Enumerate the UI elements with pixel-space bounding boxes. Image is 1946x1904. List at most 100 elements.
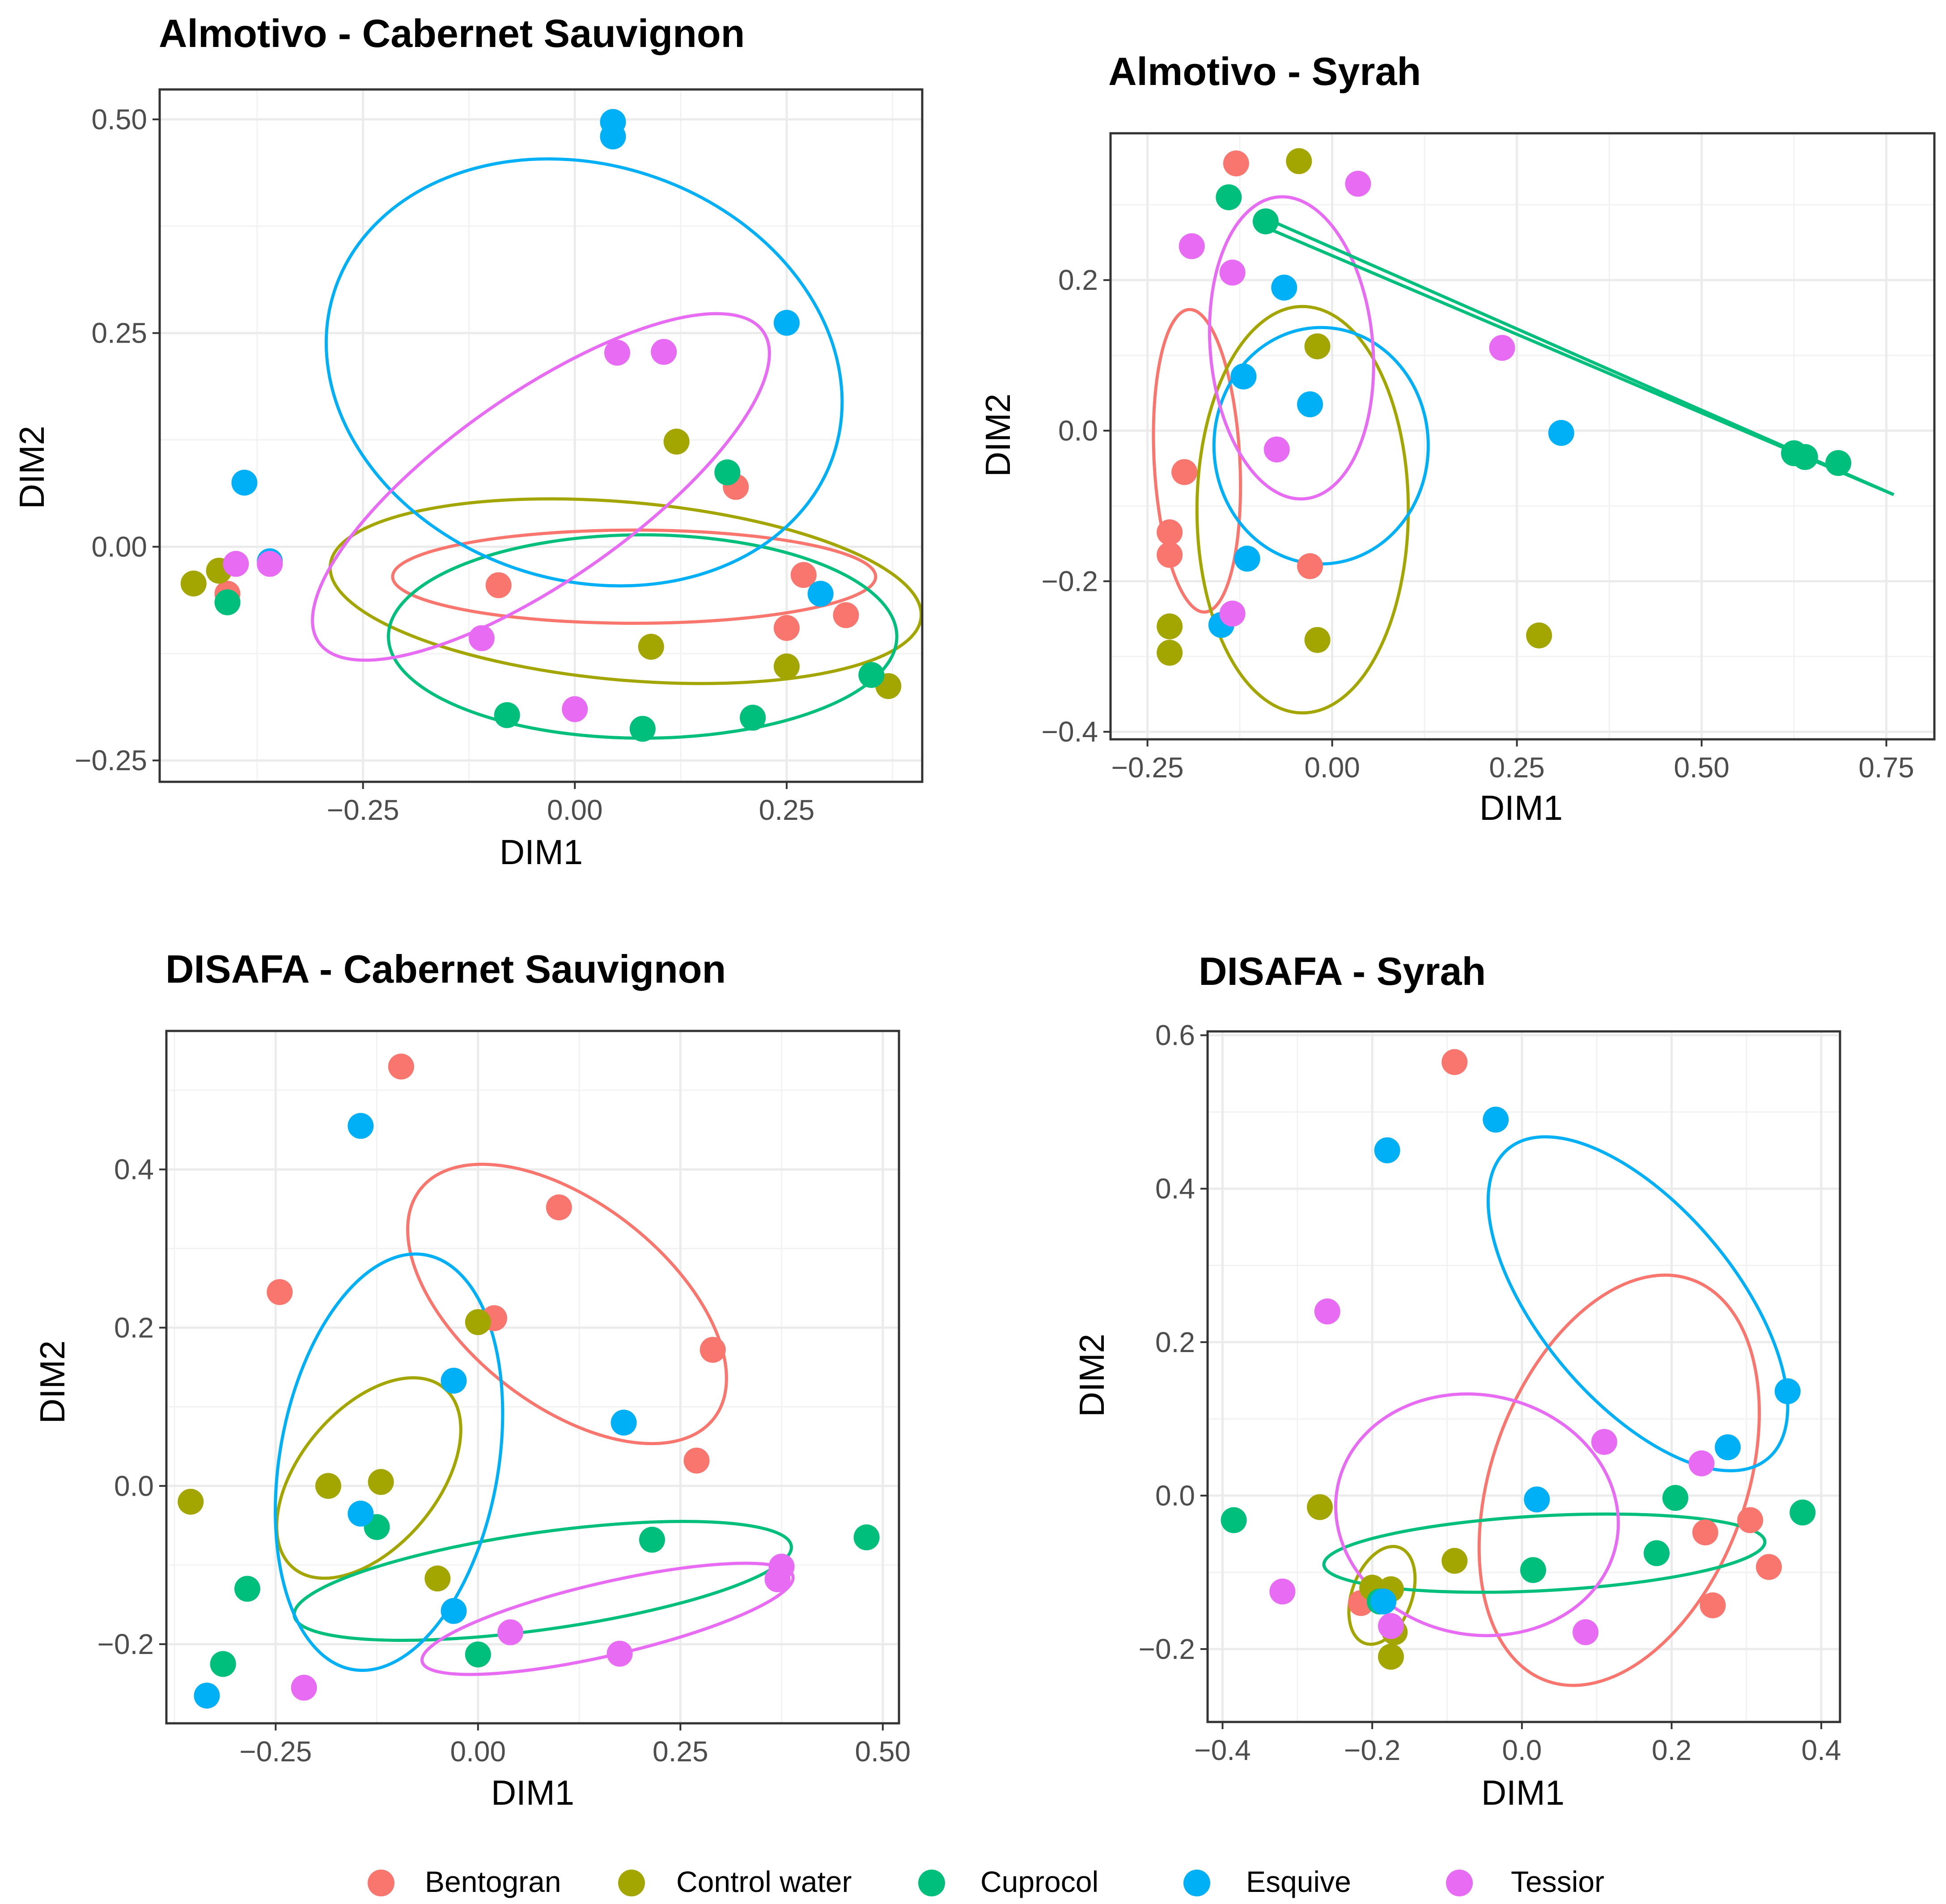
x-axis-label: DIM1: [491, 1773, 574, 1812]
point-esquive: [441, 1367, 467, 1394]
point-cuprocol: [1792, 444, 1818, 470]
point-control-water: [1378, 1644, 1404, 1670]
point-tessior: [1179, 233, 1205, 259]
point-control-water: [368, 1469, 394, 1495]
ellipse-cuprocol: [1322, 1512, 1767, 1594]
point-bentogran: [1171, 459, 1198, 485]
point-cuprocol: [858, 662, 885, 688]
point-esquive: [348, 1501, 374, 1527]
point-bentogran: [485, 572, 512, 598]
y-tick-label: 0.2: [114, 1311, 154, 1344]
point-tessior: [1219, 600, 1246, 627]
ellipse-esquive: [324, 157, 844, 588]
legend-label-esquive: Esquive: [1246, 1865, 1351, 1898]
point-cuprocol: [1825, 450, 1852, 476]
y-tick-label: 0.0: [1155, 1480, 1195, 1512]
y-tick-label: 0.4: [1155, 1173, 1195, 1205]
panel-title: Almotivo - Cabernet Sauvignon: [159, 11, 745, 55]
panel-disafa-syrah: DISAFA - Syrah −0.4 −0.2 0.0 0.2 0.4 −0.2 0.0 0…: [1072, 949, 1841, 1812]
point-control-water: [465, 1309, 491, 1336]
y-axis-label: DIM2: [978, 394, 1018, 477]
legend-label-cuprocol: Cuprocol: [980, 1865, 1098, 1898]
plot-area: −0.4 −0.2 0.0 0.2 0.4 −0.2 0.0 0.2 0.4 0.6: [1139, 1019, 1841, 1766]
x-tick-label: 0.0: [1502, 1734, 1542, 1766]
point-bentogran: [1692, 1519, 1718, 1546]
x-axis-label: DIM1: [1480, 788, 1563, 827]
plot-area: −0.25 0.00 0.25 −0.25 0.00 0.25 0.50: [75, 88, 924, 826]
point-control-water: [1526, 622, 1552, 649]
legend-marker-bentogran: [368, 1870, 394, 1896]
panel-background: [160, 89, 922, 782]
x-tick-label: 0.50: [855, 1735, 911, 1768]
panel-border: [1206, 1030, 1841, 1723]
point-tessior: [291, 1675, 317, 1701]
point-esquive: [1297, 391, 1323, 417]
point-control-water: [1286, 148, 1312, 174]
point-bentogran: [1737, 1507, 1764, 1533]
y-tick-label: 0.4: [114, 1153, 154, 1186]
point-bentogran: [1756, 1554, 1782, 1580]
point-tessior: [562, 696, 588, 722]
point-bentogran: [700, 1336, 726, 1363]
point-cuprocol: [1216, 184, 1242, 211]
panel-title: DISAFA - Cabernet Sauvignon: [165, 947, 726, 991]
point-esquive: [1370, 1588, 1397, 1615]
y-tick-label: −0.2: [1042, 565, 1098, 598]
point-tessior: [257, 551, 283, 577]
point-tessior: [1573, 1619, 1599, 1645]
point-control-water: [1157, 613, 1183, 640]
y-tick-label: 0.00: [91, 530, 147, 563]
point-control-water: [773, 653, 800, 679]
point-control-water: [180, 570, 207, 597]
point-esquive: [1271, 275, 1297, 301]
ellipse-tessior: [311, 312, 771, 662]
point-bentogran: [1223, 150, 1249, 177]
point-esquive: [773, 310, 800, 336]
x-axis-label: DIM1: [1481, 1773, 1564, 1812]
point-esquive: [1374, 1137, 1400, 1163]
legend-label-tessior: Tessior: [1511, 1865, 1604, 1898]
point-esquive: [807, 581, 834, 607]
plot-area: −0.25 0.00 0.25 0.50 −0.2 0.0 0.2 0.4: [98, 1030, 911, 1768]
x-tick-label: −0.25: [1111, 751, 1184, 784]
legend: Bentogran Control water Cuprocol Esquive…: [368, 1865, 1604, 1898]
point-control-water: [638, 634, 664, 660]
panel-background: [166, 1031, 899, 1723]
point-control-water: [315, 1473, 341, 1499]
point-esquive: [1774, 1378, 1801, 1404]
point-tessior: [497, 1619, 524, 1645]
legend-label-bentogran: Bentogran: [425, 1865, 561, 1898]
y-axis-label: DIM2: [12, 426, 51, 509]
x-tick-label: −0.25: [239, 1735, 312, 1768]
point-tessior: [1219, 259, 1246, 286]
point-esquive: [194, 1683, 220, 1709]
x-tick-label: 0.2: [1652, 1734, 1692, 1766]
y-tick-label: 0.25: [91, 317, 147, 349]
point-cuprocol: [639, 1527, 665, 1553]
y-axis-label: DIM2: [1072, 1334, 1111, 1417]
point-cuprocol: [210, 1651, 236, 1677]
panel-border: [158, 88, 924, 783]
point-cuprocol: [629, 716, 656, 742]
point-esquive: [1714, 1434, 1741, 1460]
point-tessior: [604, 339, 630, 366]
point-cuprocol: [853, 1524, 880, 1551]
point-cuprocol: [214, 589, 241, 615]
x-tick-label: −0.25: [327, 794, 399, 826]
point-esquive: [1230, 363, 1257, 390]
ellipse-control-water: [1195, 305, 1410, 715]
point-control-water: [1157, 640, 1183, 666]
plot-area: −0.25 0.00 0.25 0.50 0.75 −0.4 −0.2 0.0 0.2: [1042, 132, 1936, 784]
legend-marker-control-water: [618, 1870, 645, 1896]
x-axis-label: DIM1: [500, 832, 583, 872]
point-tessior: [468, 625, 495, 651]
point-bentogran: [1700, 1592, 1726, 1619]
point-control-water: [1307, 1494, 1333, 1520]
ellipse-tessior: [1208, 195, 1375, 500]
point-bentogran: [546, 1194, 572, 1221]
panel-border: [1109, 132, 1936, 741]
point-cuprocol: [234, 1576, 260, 1602]
panel-almotivo-cabernet: Almotivo - Cabernet Sauvignon −0.25 0.00 0…: [12, 11, 924, 872]
x-tick-label: 0.00: [547, 794, 603, 826]
legend-marker-tessior: [1446, 1870, 1473, 1896]
